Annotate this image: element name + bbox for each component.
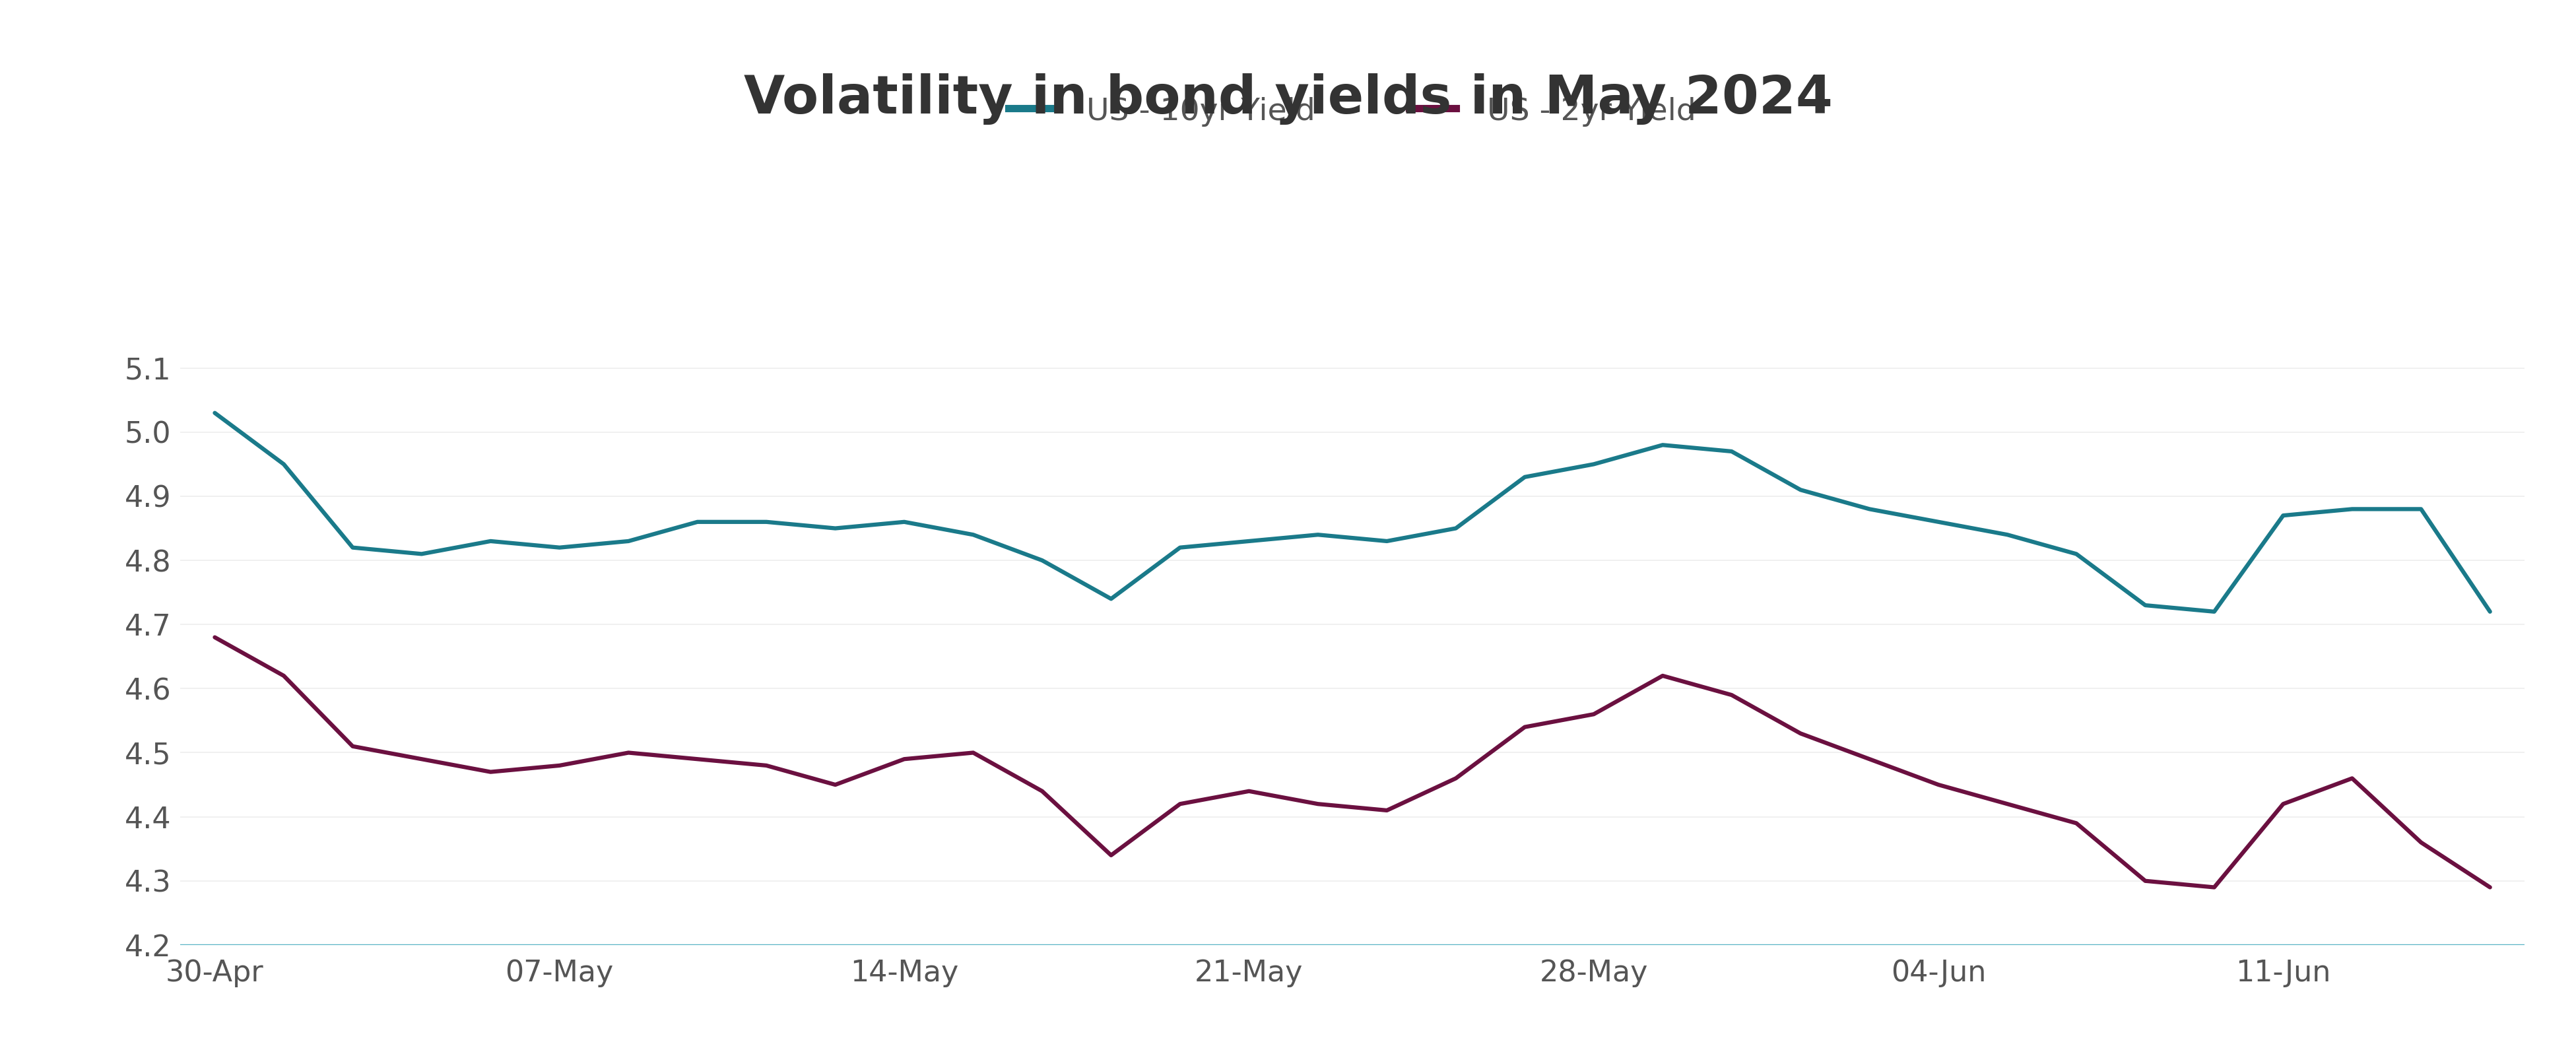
Legend: US - 10yr Yield, US - 2yr Yield: US - 10yr Yield, US - 2yr Yield <box>1010 96 1695 127</box>
Text: Volatility in bond yields in May 2024: Volatility in bond yields in May 2024 <box>744 74 1832 125</box>
